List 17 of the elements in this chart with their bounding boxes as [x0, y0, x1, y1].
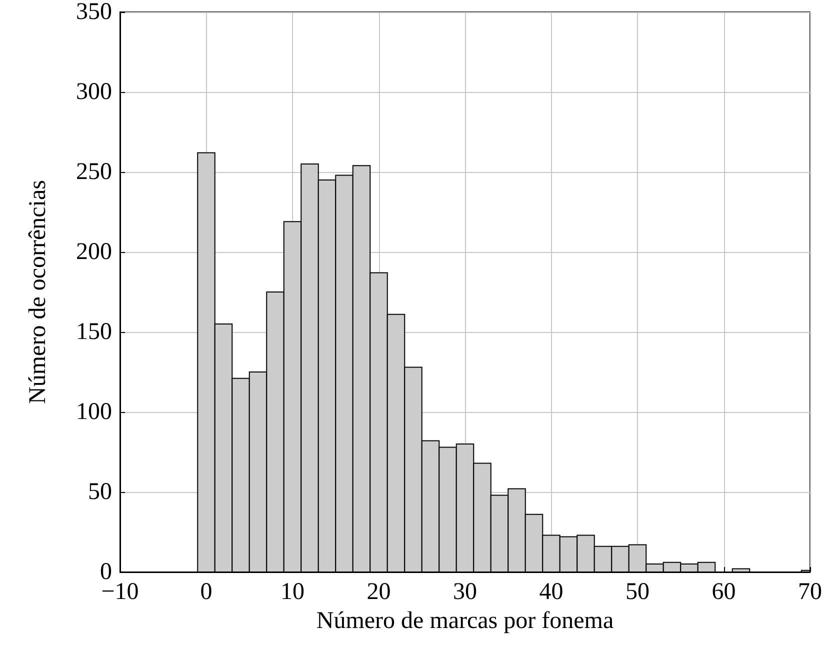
y-tick-label: 50	[88, 479, 112, 505]
x-tick-label: 40	[539, 579, 564, 605]
x-tick-label: 10	[280, 579, 304, 605]
y-tick-label: 200	[76, 239, 112, 265]
x-axis-title: Número de marcas por fonema	[316, 608, 614, 634]
x-tick-label: 30	[453, 579, 477, 605]
x-tick-label: 70	[798, 579, 822, 605]
y-tick-label: 100	[76, 399, 112, 425]
y-tick-label: 150	[76, 319, 112, 345]
x-tick-label: 20	[366, 579, 391, 605]
y-tick-label: 250	[76, 159, 112, 185]
x-tick-label: 50	[626, 579, 650, 605]
y-axis-title: Número de ocorrências	[25, 180, 51, 404]
y-tick-label: 300	[76, 79, 112, 105]
x-tick-label: 0	[200, 579, 212, 605]
y-tick-label: 350	[76, 0, 112, 25]
x-tick-label: 60	[712, 579, 736, 605]
